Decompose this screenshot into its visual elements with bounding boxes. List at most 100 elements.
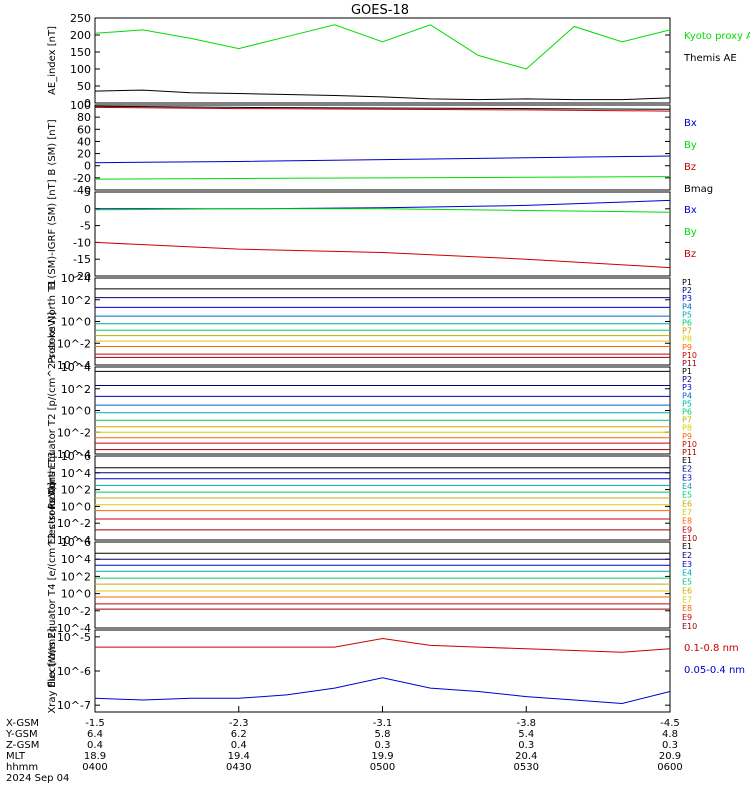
y-tick-label: 100: [70, 99, 91, 112]
legend-entry: Bx: [684, 205, 697, 216]
legend-entry: P11: [682, 448, 697, 457]
y-tick-label: 10^2: [61, 484, 91, 497]
legend-entry: P7: [682, 327, 692, 336]
y-tick-label: 80: [77, 111, 91, 124]
x-row-value: 20.4: [515, 751, 537, 762]
y-axis-label: Xray flux [W/m2]: [47, 628, 58, 713]
x-row-value: 0530: [514, 762, 539, 773]
panel-1: 250 200 150 100 50 0 AE_index [nT] Kyoto proxy …: [47, 12, 750, 110]
panel-frame: [94, 104, 671, 191]
series-line-bx: [95, 199, 671, 210]
x-row-label: Y-GSM: [5, 729, 38, 740]
y-tick-label: 100: [70, 63, 91, 76]
x-row-label: Z-GSM: [6, 740, 39, 751]
y-tick-label: 10^0: [61, 405, 91, 418]
y-tick-label: 10^4: [61, 361, 91, 374]
panel-frame: [94, 629, 671, 713]
x-row-value: 0600: [657, 762, 682, 773]
legend-entry: Bz: [684, 162, 696, 173]
x-row-value: 20.9: [659, 751, 681, 762]
x-row-value: 6.2: [231, 729, 247, 740]
legend-entry: E4: [682, 569, 692, 578]
y-tick-label: 10^-2: [57, 605, 91, 618]
legend-entry: P5: [682, 399, 692, 408]
y-tick-label: 10^2: [61, 294, 91, 307]
y-tick-label: 10^-6: [57, 665, 91, 678]
legend-entry: P10: [682, 440, 697, 449]
date-label: 2024 Sep 04: [6, 773, 69, 784]
legend-entry: By: [684, 140, 697, 151]
x-row-value: 0.3: [518, 740, 534, 751]
y-tick-label: -20: [73, 270, 91, 283]
y-tick-label: 10^6: [61, 536, 91, 549]
x-row-value: 19.9: [371, 751, 393, 762]
y-tick-label: 40: [77, 135, 91, 148]
x-row-value: 0.4: [231, 740, 247, 751]
legend-entry: By: [684, 227, 697, 238]
chart-title: GOES-18: [351, 3, 409, 18]
x-row-label: hhmm: [6, 762, 38, 773]
y-tick-label: 5: [84, 186, 91, 199]
y-tick-label: 10^-4: [57, 622, 91, 635]
panel-frame: [94, 277, 671, 366]
legend-entry: P6: [682, 408, 692, 417]
x-row-value: 18.9: [84, 751, 106, 762]
legend-entry: E8: [682, 604, 692, 613]
y-tick-label: 10^-7: [57, 699, 91, 712]
x-row-value: -4.5: [660, 718, 680, 729]
legend-entry: P9: [682, 343, 692, 352]
y-tick-label: -10: [73, 236, 91, 249]
legend-entry: E2: [682, 465, 692, 474]
y-tick-label: 50: [77, 80, 91, 93]
legend-entry: P7: [682, 416, 692, 425]
series-line-0-1-0-8-nm: [95, 637, 671, 653]
x-row-value: 0430: [226, 762, 251, 773]
legend-entry: E9: [682, 613, 692, 622]
y-tick-label: 200: [70, 29, 91, 42]
series-line-bmag: [94, 105, 671, 110]
y-tick-label: 10^-4: [57, 359, 91, 372]
y-tick-label: 10^-4: [57, 448, 91, 461]
legend-entry: P9: [682, 432, 692, 441]
panel-3: 5 0 -5 -10 -15 -20 B (SM)-IGRF (SM) [nT] Bx By Bz: [47, 179, 697, 288]
y-tick-label: -5: [80, 220, 91, 233]
legend-entry: Bx: [684, 118, 697, 129]
series-line-kyoto-proxy-ae: [94, 24, 671, 70]
y-tick-label: 0: [84, 97, 91, 110]
legend-entry: P1: [682, 367, 692, 376]
legend-entry: E9: [682, 525, 692, 534]
y-axis-label: AE_index [nT]: [47, 26, 58, 95]
legend-entry: E3: [682, 560, 692, 569]
y-tick-label: 20: [77, 148, 91, 161]
legend-entry: P10: [682, 351, 697, 360]
x-row-value: -2.3: [229, 718, 249, 729]
legend-entry: P4: [682, 391, 692, 400]
legend-entry: P4: [682, 302, 692, 311]
y-tick-label: 10^-2: [57, 337, 91, 350]
legend-entry: P3: [682, 383, 692, 392]
x-row-value: -3.1: [373, 718, 393, 729]
y-tick-label: 10^4: [61, 467, 91, 480]
legend-entry: E7: [682, 595, 692, 604]
x-row-label: MLT: [6, 751, 26, 762]
panel-frame: [94, 17, 671, 104]
y-tick-label: 0: [84, 203, 91, 216]
legend-entry: 0.05-0.4 nm: [684, 665, 745, 676]
y-tick-label: 10^0: [61, 316, 91, 329]
legend-entry: P5: [682, 310, 692, 319]
legend-entry: E10: [682, 622, 697, 631]
y-tick-label: 10^2: [61, 383, 91, 396]
legend-entry: P8: [682, 335, 692, 344]
x-row-label: X-GSM: [6, 718, 39, 729]
y-axis-label: B (SM) [nT]: [47, 119, 58, 175]
series-line-bx: [94, 155, 671, 164]
x-row-value: 6.4: [87, 729, 103, 740]
x-row-value: 0.3: [662, 740, 678, 751]
legend-entry: Bmag: [684, 184, 713, 195]
legend-entry: 0.1-0.8 nm: [684, 643, 739, 654]
legend-entry: P2: [682, 286, 692, 295]
legend-entry: Kyoto proxy AE: [684, 31, 750, 42]
legend-entry: P2: [682, 375, 692, 384]
